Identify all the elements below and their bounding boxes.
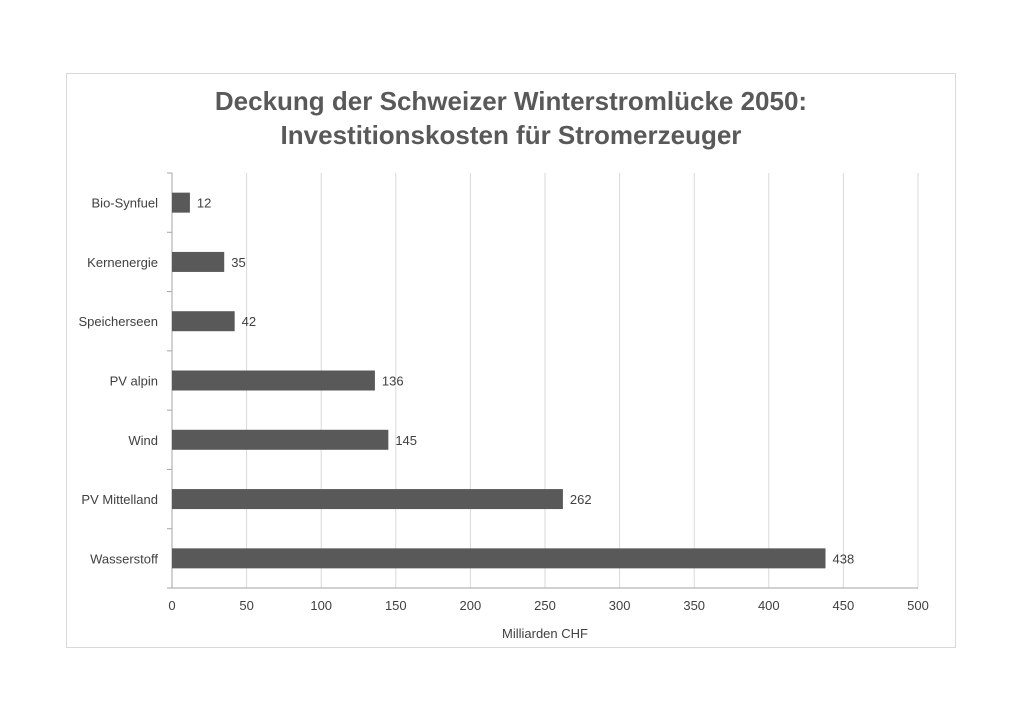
x-tick-label: 200: [460, 598, 482, 613]
bar-speicherseen: [172, 311, 235, 332]
x-tick-label: 100: [310, 598, 332, 613]
bar-wasserstoff: [172, 548, 826, 569]
data-label: 42: [242, 314, 256, 329]
data-label: 145: [395, 433, 417, 448]
data-label: 12: [197, 196, 211, 211]
category-label: Wasserstoff: [90, 551, 158, 566]
data-label: 438: [832, 551, 854, 566]
x-tick-label: 50: [239, 598, 253, 613]
data-label: 136: [382, 374, 404, 389]
x-tick-label: 150: [385, 598, 407, 613]
x-tick-label: 0: [168, 598, 175, 613]
data-label: 35: [231, 255, 245, 270]
x-tick-label: 350: [683, 598, 705, 613]
bar-wind: [172, 429, 389, 450]
category-label: Kernenergie: [87, 255, 158, 270]
bar-pv-mittelland: [172, 489, 563, 510]
data-label: 262: [570, 492, 592, 507]
x-axis-title: Milliarden CHF: [502, 626, 588, 641]
bar-pv-alpin: [172, 370, 375, 391]
chart-title-line-2: Investitionskosten für Stromerzeuger: [280, 120, 742, 150]
x-tick-label: 300: [609, 598, 631, 613]
x-tick-label: 400: [758, 598, 780, 613]
category-label: PV alpin: [110, 374, 158, 389]
chart-title-line-1: Deckung der Schweizer Winterstromlücke 2…: [214, 86, 808, 116]
x-tick-label: 250: [534, 598, 556, 613]
x-tick-label: 450: [833, 598, 855, 613]
chart-frame: [66, 73, 956, 648]
bar-kernenergie: [172, 251, 225, 272]
category-label: Wind: [128, 433, 158, 448]
category-label: Speicherseen: [79, 314, 159, 329]
x-tick-label: 500: [907, 598, 929, 613]
category-label: PV Mittelland: [81, 492, 158, 507]
category-label: Bio-Synfuel: [92, 196, 159, 211]
bar-bio-synfuel: [172, 192, 190, 213]
